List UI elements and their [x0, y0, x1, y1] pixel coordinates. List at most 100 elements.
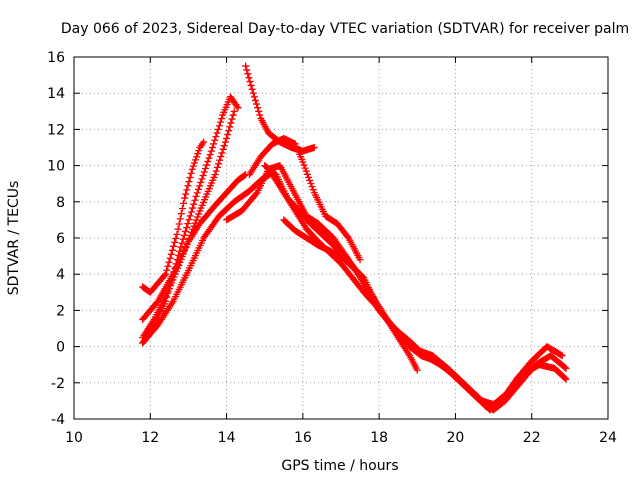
data-point [162, 270, 170, 278]
data-point [216, 156, 224, 164]
series-trace-5 [139, 169, 276, 347]
data-point [242, 62, 250, 70]
y-tick-label: 0 [56, 340, 65, 356]
data-point [248, 85, 256, 93]
data-point [184, 220, 192, 228]
data-point [227, 119, 235, 127]
data-point [217, 153, 225, 161]
series-trace-4 [139, 171, 250, 323]
data-point [205, 154, 213, 162]
data-point [241, 171, 249, 179]
y-tick-label: -2 [51, 376, 65, 392]
data-point [557, 351, 565, 359]
x-tick-label: 16 [294, 430, 312, 446]
data-point [185, 216, 193, 224]
data-point [212, 133, 220, 141]
data-point [170, 242, 178, 250]
data-point [254, 104, 262, 112]
data-point [299, 158, 307, 166]
data-point [171, 238, 179, 246]
y-tick-label: 10 [47, 159, 65, 175]
data-point [172, 234, 180, 242]
data-point [192, 216, 200, 224]
data-point [221, 138, 229, 146]
y-tick-label: 8 [56, 195, 65, 211]
chart-title: Day 066 of 2023, Sidereal Day-to-day VTE… [61, 21, 629, 37]
data-point [178, 239, 186, 247]
data-point [164, 262, 172, 270]
data-point [195, 147, 203, 155]
series-trace-10 [280, 216, 421, 374]
data-point [175, 220, 183, 228]
data-point [193, 189, 201, 197]
data-point [214, 125, 222, 133]
data-point [305, 173, 313, 181]
x-axis-label: GPS time / hours [281, 458, 398, 474]
y-tick-label: 14 [47, 86, 65, 102]
data-point [226, 123, 234, 131]
x-tick-label: 22 [523, 430, 541, 446]
data-point [187, 169, 195, 177]
data-point [243, 66, 251, 74]
data-point [178, 205, 186, 213]
y-tick-label: 16 [47, 50, 65, 66]
data-point [562, 364, 570, 372]
x-tick-label: 24 [599, 430, 617, 446]
data-point [180, 231, 188, 239]
data-point [249, 89, 257, 97]
data-point [356, 256, 364, 264]
data-point [168, 246, 176, 254]
data-point [216, 118, 224, 126]
data-point [185, 178, 193, 186]
data-point [195, 210, 203, 218]
y-tick-label: -4 [51, 412, 65, 428]
data-point [211, 171, 219, 179]
data-point [223, 134, 231, 142]
data-point [200, 138, 208, 146]
data-point [177, 210, 185, 218]
data-point [233, 102, 241, 110]
data-point [253, 100, 261, 108]
data-point [215, 122, 223, 130]
series-trace-11 [245, 134, 364, 264]
data-point [229, 111, 237, 119]
data-point [189, 162, 197, 170]
data-point [186, 212, 194, 220]
data-point [561, 374, 569, 382]
data-point [181, 227, 189, 235]
x-tick-label: 20 [447, 430, 465, 446]
data-point [197, 178, 205, 186]
data-point [207, 147, 215, 155]
data-point [206, 151, 214, 159]
data-point [200, 168, 208, 176]
series-trace-9 [268, 171, 570, 409]
data-point [203, 161, 211, 169]
data-point [306, 176, 314, 184]
data-point [213, 129, 221, 137]
data-point [212, 167, 220, 175]
x-tick-label: 14 [218, 430, 236, 446]
data-point [166, 254, 174, 262]
data-point [218, 115, 226, 123]
data-point [192, 156, 200, 164]
data-point [190, 200, 198, 208]
data-point [310, 144, 318, 151]
data-point [201, 165, 209, 173]
data-point [181, 194, 189, 202]
data-point [193, 153, 201, 161]
data-point [165, 258, 173, 266]
data-point [218, 149, 226, 157]
data-point [199, 171, 207, 179]
data-point [213, 163, 221, 171]
data-point [562, 375, 570, 383]
data-point [224, 131, 232, 139]
data-point [303, 170, 311, 178]
data-point [180, 199, 188, 207]
x-tick-label: 12 [141, 430, 159, 446]
data-point [210, 140, 218, 148]
data-point [188, 165, 196, 173]
data-point [211, 136, 219, 144]
data-point [215, 160, 223, 168]
data-point [192, 192, 200, 200]
